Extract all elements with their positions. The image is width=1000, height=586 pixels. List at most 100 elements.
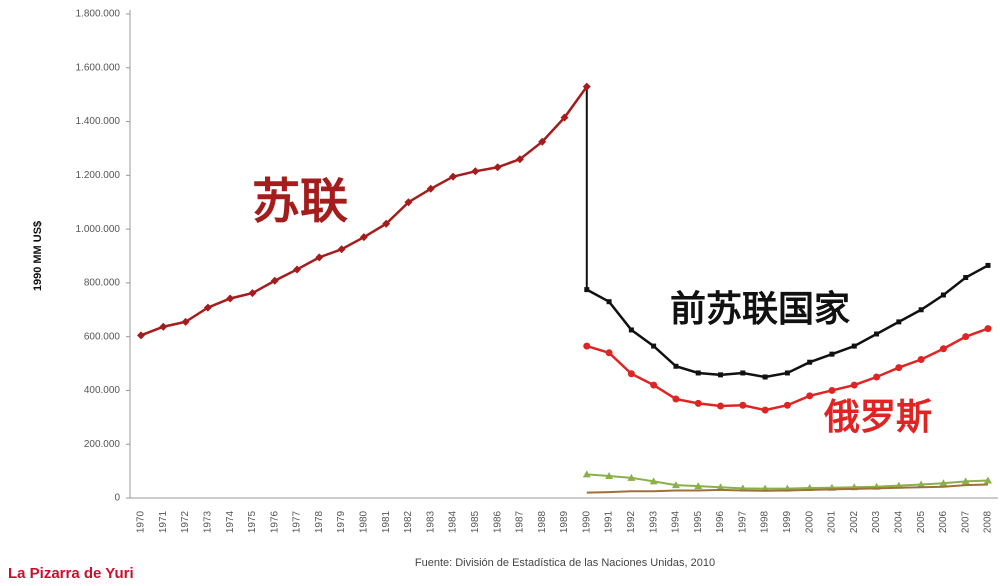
y-tick-label: 200.000 xyxy=(84,439,121,450)
y-tick-label: 1.800.000 xyxy=(76,9,121,20)
x-tick-label: 1987 xyxy=(515,510,526,533)
point xyxy=(671,481,680,489)
x-tick-label: 1982 xyxy=(403,510,414,533)
x-tick-label: 1981 xyxy=(381,510,392,533)
x-tick-label: 1974 xyxy=(225,510,236,533)
x-tick-label: 1990 xyxy=(581,510,592,533)
series-line xyxy=(586,483,989,494)
x-tick-label: 2000 xyxy=(804,510,815,533)
point xyxy=(850,381,858,389)
point xyxy=(673,363,679,369)
watermark: La Pizarra de Yuri xyxy=(8,565,134,582)
point xyxy=(293,265,302,274)
point xyxy=(337,245,346,254)
point xyxy=(471,167,480,176)
x-tick-label: 1975 xyxy=(247,510,258,533)
point xyxy=(829,351,835,357)
point xyxy=(627,473,636,481)
point xyxy=(582,470,591,478)
x-tick-label: 2004 xyxy=(893,510,904,533)
x-tick-label: 2006 xyxy=(938,510,949,533)
series-label: 苏联 xyxy=(252,174,348,230)
point xyxy=(985,262,991,268)
point xyxy=(449,172,458,181)
series-line xyxy=(140,85,588,337)
y-tick-label: 0 xyxy=(114,493,120,504)
x-tick-label: 1980 xyxy=(359,510,370,533)
x-tick-label: 1986 xyxy=(492,510,503,533)
y-tick-label: 800.000 xyxy=(84,278,121,289)
point xyxy=(627,370,635,378)
x-tick-label: 1970 xyxy=(136,510,147,533)
point xyxy=(606,299,612,305)
point xyxy=(694,399,702,407)
x-tick-label: 1991 xyxy=(604,510,615,533)
x-tick-label: 1976 xyxy=(269,510,280,533)
x-tick-label: 1972 xyxy=(180,510,191,533)
point xyxy=(650,381,658,389)
x-tick-label: 1992 xyxy=(626,510,637,533)
point xyxy=(584,287,590,293)
point xyxy=(984,476,992,484)
point xyxy=(181,317,190,326)
point xyxy=(740,370,746,376)
point xyxy=(628,327,634,333)
y-axis-label: 1990 MM US$ xyxy=(32,221,44,291)
point xyxy=(939,345,947,353)
x-tick-label: 1977 xyxy=(292,510,303,533)
x-tick-label: 1985 xyxy=(470,510,481,533)
x-tick-label: 1978 xyxy=(314,510,325,533)
point xyxy=(315,253,324,262)
point xyxy=(226,294,235,303)
point xyxy=(605,349,613,357)
y-tick-label: 400.000 xyxy=(84,385,121,396)
x-tick-label: 2001 xyxy=(827,510,838,533)
point xyxy=(493,163,502,172)
point xyxy=(761,406,769,414)
point xyxy=(806,392,814,400)
point xyxy=(961,477,970,485)
x-tick-label: 1989 xyxy=(559,510,570,533)
point xyxy=(940,292,946,298)
x-tick-label: 1988 xyxy=(537,510,548,533)
point xyxy=(203,303,212,312)
point xyxy=(783,401,791,409)
point xyxy=(651,343,657,349)
y-tick-label: 1.000.000 xyxy=(76,224,121,235)
point xyxy=(248,289,257,298)
x-tick-label: 1993 xyxy=(648,510,659,533)
point xyxy=(426,184,435,193)
point xyxy=(649,477,658,485)
point xyxy=(762,374,768,380)
x-tick-label: 1979 xyxy=(336,510,347,533)
x-tick-label: 1984 xyxy=(448,510,459,533)
x-tick-label: 1999 xyxy=(782,510,793,533)
point xyxy=(895,364,903,372)
x-tick-label: 2007 xyxy=(960,510,971,533)
series-label: 俄罗斯 xyxy=(823,396,932,438)
point xyxy=(917,480,926,488)
point xyxy=(874,331,880,337)
point xyxy=(917,356,925,364)
point xyxy=(963,275,969,281)
point xyxy=(784,370,790,376)
y-tick-label: 1.200.000 xyxy=(76,170,121,181)
point xyxy=(538,137,547,146)
point xyxy=(382,219,391,228)
x-tick-label: 2008 xyxy=(983,510,994,533)
y-tick-label: 1.400.000 xyxy=(76,116,121,127)
x-tick-label: 2005 xyxy=(916,510,927,533)
point xyxy=(404,198,413,207)
point xyxy=(716,483,725,491)
series-label: 前苏联国家 xyxy=(670,288,850,330)
y-tick-label: 1.600.000 xyxy=(76,62,121,73)
point xyxy=(359,233,368,242)
point xyxy=(717,402,725,410)
point xyxy=(718,372,724,378)
point xyxy=(962,333,970,341)
point xyxy=(672,395,680,403)
point xyxy=(270,276,279,285)
point xyxy=(918,307,924,313)
x-tick-label: 1997 xyxy=(737,510,748,533)
x-tick-label: 2002 xyxy=(849,510,860,533)
